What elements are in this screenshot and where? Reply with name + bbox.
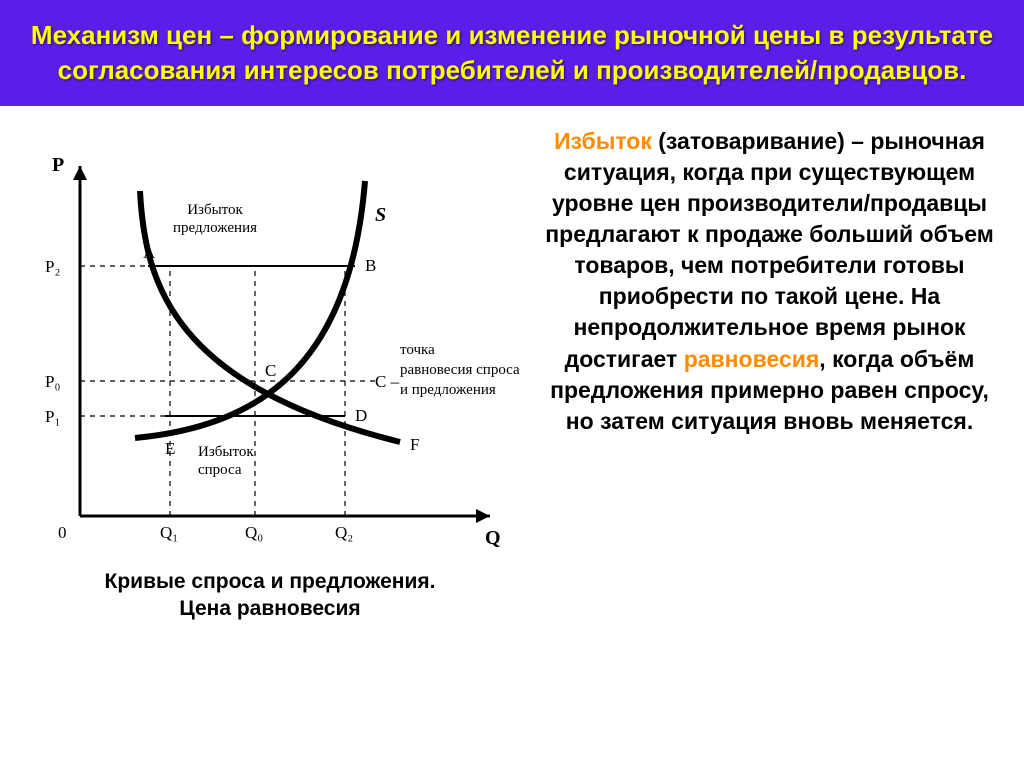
title-text: Механизм цен – формирование и изменение …	[31, 20, 993, 85]
svg-text:и предложения: и предложения	[400, 382, 496, 398]
definition-panel: Избыток (затоваривание) – рыночная ситуа…	[530, 106, 1024, 728]
svg-text:Избыток: Избыток	[187, 202, 243, 218]
svg-text:Q₂: Q₂	[335, 523, 353, 542]
svg-text:точка: точка	[400, 342, 435, 358]
svg-text:Избыток: Избыток	[198, 444, 254, 460]
svg-text:P: P	[52, 154, 64, 176]
svg-text:P₂: P₂	[45, 257, 60, 276]
svg-text:спроса: спроса	[198, 462, 242, 478]
content-row: P Q 0 P₂ P₀ P₁ Q₁ Q₀ Q₂ S A B C D E F Избыток предложения…	[0, 106, 1024, 728]
chart-caption-line2: Цена равновесия	[179, 597, 360, 620]
svg-text:Q: Q	[485, 527, 501, 549]
definition-body1: (затоваривание) – рыночная ситуация, ког…	[545, 128, 994, 371]
supply-demand-chart: P Q 0 P₂ P₀ P₁ Q₁ Q₀ Q₂ S A B C D E F Избыток предложения…	[20, 126, 520, 556]
chart-caption: Кривые спроса и предложения. Цена равнов…	[20, 568, 520, 623]
svg-text:предложения: предложения	[173, 220, 257, 236]
svg-text:S: S	[375, 204, 386, 226]
svg-text:A: A	[143, 243, 156, 262]
svg-text:C –: C –	[375, 372, 400, 391]
svg-text:Q₀: Q₀	[245, 523, 263, 542]
svg-text:E: E	[165, 439, 175, 458]
svg-text:Q₁: Q₁	[160, 523, 178, 542]
svg-text:B: B	[365, 256, 376, 275]
chart-panel: P Q 0 P₂ P₀ P₁ Q₁ Q₀ Q₂ S A B C D E F Избыток предложения…	[0, 106, 530, 728]
term-surplus: Избыток	[554, 128, 652, 154]
title-banner: Механизм цен – формирование и изменение …	[0, 0, 1024, 106]
svg-text:P₀: P₀	[45, 372, 60, 391]
svg-text:P₁: P₁	[45, 407, 60, 426]
svg-text:0: 0	[58, 523, 67, 542]
chart-caption-line1: Кривые спроса и предложения.	[105, 570, 436, 593]
svg-text:равновесия спроса: равновесия спроса	[400, 362, 520, 378]
svg-text:C: C	[265, 361, 276, 380]
svg-text:F: F	[410, 435, 419, 454]
term-equilibrium: равновесия	[684, 346, 820, 372]
svg-text:D: D	[355, 406, 367, 425]
